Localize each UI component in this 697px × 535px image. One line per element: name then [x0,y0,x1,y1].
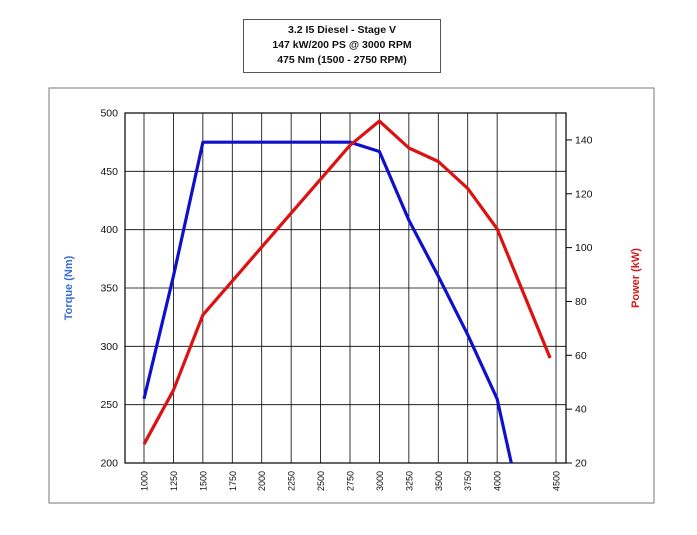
right-tick-label: 140 [575,134,593,146]
x-tick-label: 3000 [375,471,385,491]
outer-frame [48,87,655,504]
x-tick-label: 1250 [169,471,179,491]
x-tick-label: 3500 [434,471,444,491]
chart-title-box: 3.2 I5 Diesel - Stage V 147 kW/200 PS @ … [243,19,441,73]
left-tick-label: 200 [100,458,118,470]
grid [125,112,566,464]
right-tick-label: 80 [575,296,587,308]
right-axis-ticks: 20 40 60 80 100 120 140 [566,134,593,470]
power-line [142,119,552,445]
chart-title-line-1: 3.2 I5 Diesel - Stage V [288,24,396,36]
left-tick-label: 300 [100,341,118,353]
left-tick-label: 250 [100,399,118,411]
x-tick-label: 3250 [404,471,414,491]
left-tick-label: 350 [100,283,118,295]
x-tick-label: 4000 [493,471,503,491]
chart-title-line-3: 475 Nm (1500 - 2750 RPM) [277,54,407,66]
x-tick-label: 2500 [316,471,326,491]
right-tick-label: 100 [575,242,593,254]
x-tick-label: 2750 [346,471,356,491]
right-tick-label: 40 [575,404,587,416]
x-tick-label: 2250 [287,471,297,491]
x-tick-label: 1750 [228,471,238,491]
right-axis-label: Power (kW) [630,248,642,308]
right-tick-label: 60 [575,350,587,362]
left-axis-label: Torque (Nm) [63,255,75,320]
chart-title-line-2: 147 kW/200 PS @ 3000 RPM [272,39,412,51]
left-tick-label: 400 [100,224,118,236]
left-axis-ticks: 200 250 300 350 400 450 500 [100,108,118,470]
right-tick-label: 20 [575,458,587,470]
x-tick-label: 1000 [140,471,150,491]
x-axis-ticks: 1000 1250 1500 1750 2000 2250 2500 2750 3000 3250… [140,471,562,491]
plot-area-border [124,112,567,464]
x-tick-label: 3750 [463,471,473,491]
right-tick-label: 120 [575,188,593,200]
left-tick-label: 500 [100,108,118,120]
torque-line [142,140,513,464]
x-tick-label: 2000 [257,471,267,491]
left-tick-label: 450 [100,166,118,178]
x-tick-label: 1500 [198,471,208,491]
x-tick-label: 4500 [552,471,562,491]
series-group [142,119,552,464]
